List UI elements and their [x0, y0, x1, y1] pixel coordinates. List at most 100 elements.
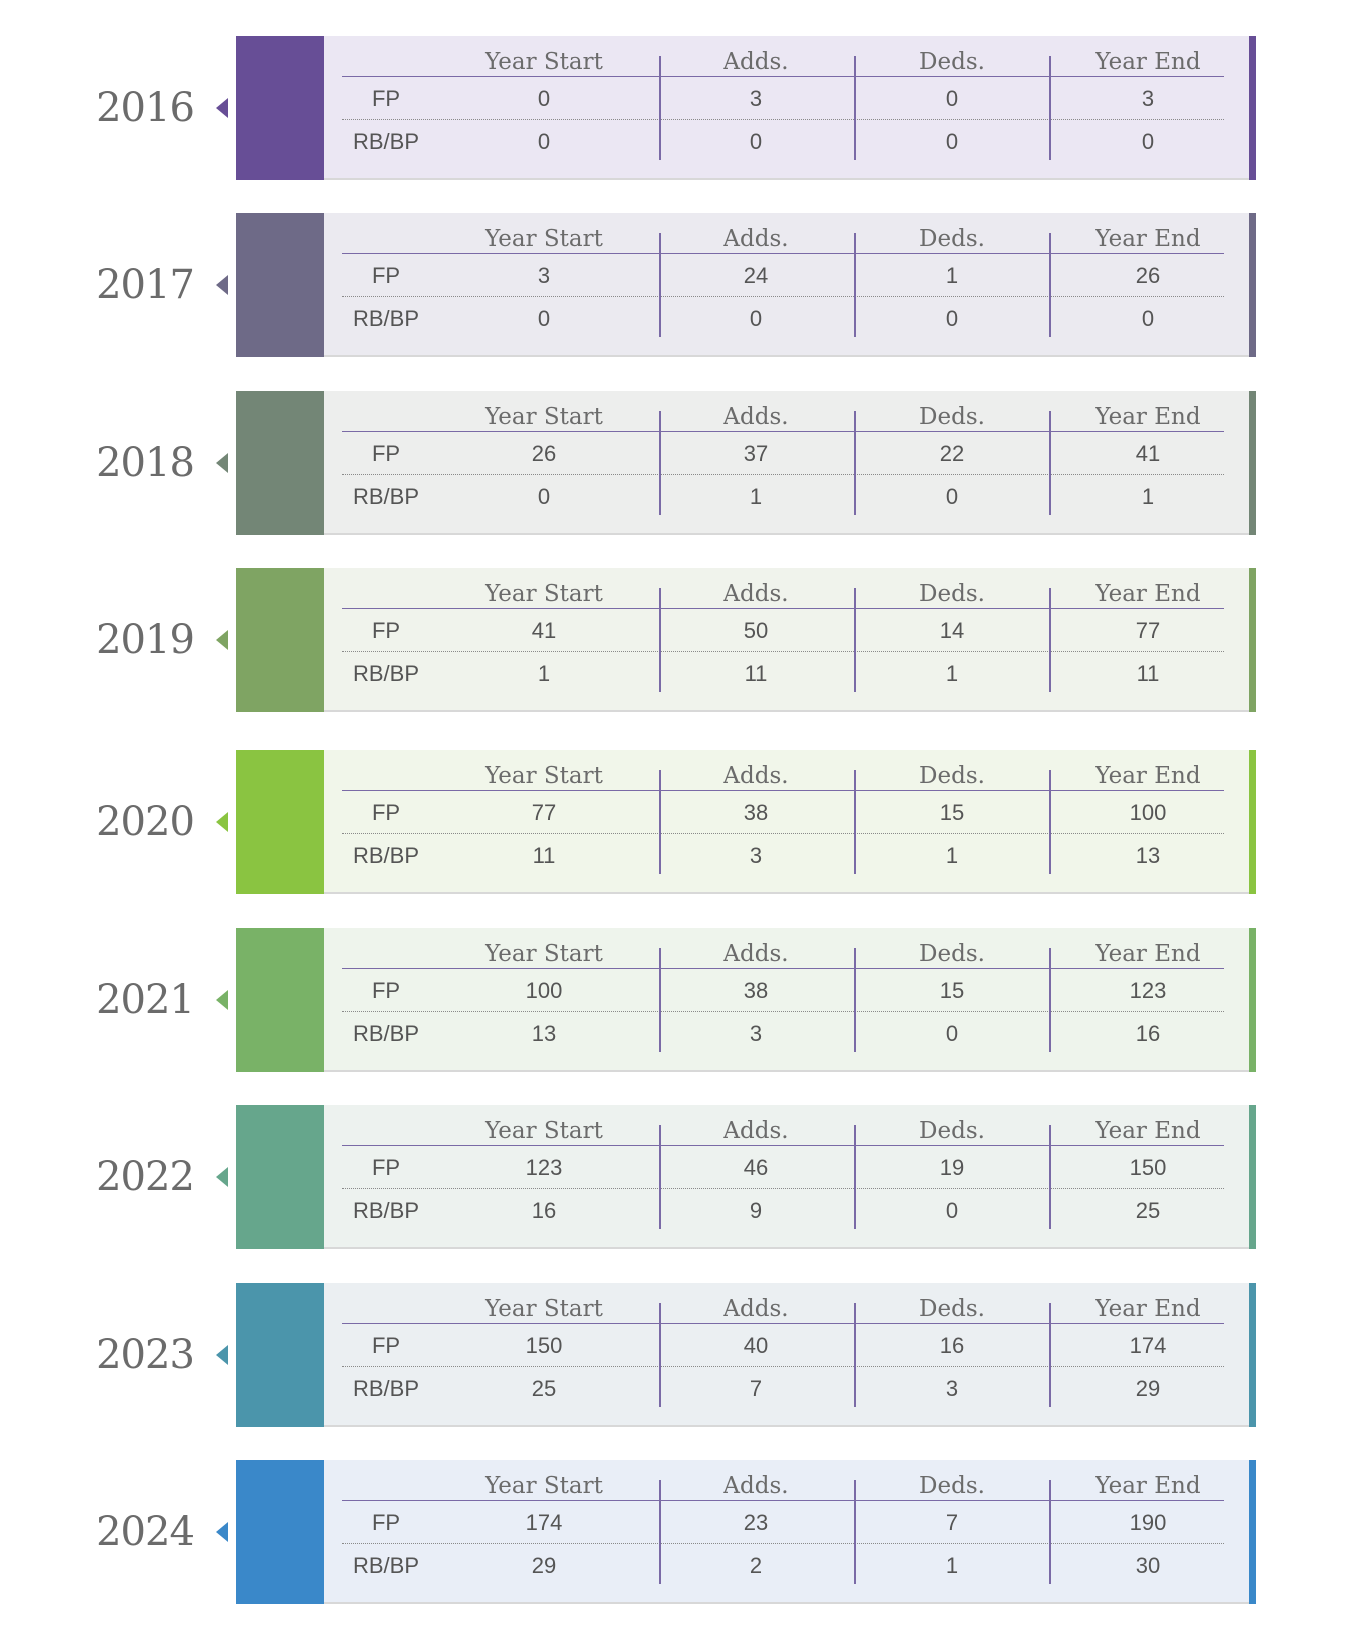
- year-edge-bar: [1249, 1105, 1256, 1249]
- fp-deds: 14: [939, 618, 965, 643]
- row-label-rbbp: RB/BP: [352, 843, 420, 868]
- table-header-row: Year Start Adds. Deds. Year End: [342, 225, 1224, 254]
- header-adds: Adds.: [723, 1296, 789, 1322]
- year-label: 2024: [96, 1509, 195, 1555]
- pointer-arrow-icon: [216, 453, 228, 473]
- rbbp-year-end: 25: [1135, 1198, 1161, 1223]
- header-deds: Deds.: [919, 763, 985, 789]
- year-edge-bar: [1249, 36, 1256, 180]
- table-header-row: Year Start Adds. Deds. Year End: [342, 940, 1224, 969]
- column-divider: [1049, 1480, 1051, 1584]
- fp-adds: 23: [743, 1510, 769, 1535]
- year-edge-bar: [1249, 391, 1256, 535]
- column-divider: [854, 1480, 856, 1584]
- year-block-2019: 2019 Year Start Adds. Deds. Year End FP …: [0, 568, 1365, 712]
- column-divider: [854, 1303, 856, 1407]
- fp-deds: 15: [939, 978, 965, 1003]
- table-header-row: Year Start Adds. Deds. Year End: [342, 48, 1224, 77]
- year-block-2016: 2016 Year Start Adds. Deds. Year End FP …: [0, 36, 1365, 180]
- rbbp-year-end: 13: [1135, 843, 1161, 868]
- fp-year-end: 150: [1129, 1155, 1167, 1180]
- table-row-rbbp: RB/BP 0 1 0 1: [342, 477, 1224, 517]
- rbbp-year-end: 29: [1135, 1376, 1161, 1401]
- year-label: 2016: [96, 85, 195, 131]
- year-label: 2020: [96, 799, 195, 845]
- rbbp-year-start: 13: [531, 1021, 557, 1046]
- fp-year-start: 77: [531, 800, 557, 825]
- header-year-end: Year End: [1095, 763, 1201, 789]
- year-label: 2021: [96, 977, 195, 1023]
- rbbp-deds: 0: [945, 484, 959, 509]
- year-panel: Year Start Adds. Deds. Year End FP 100 3…: [324, 928, 1249, 1072]
- year-color-bar: [236, 568, 324, 712]
- column-divider: [854, 233, 856, 337]
- column-divider: [659, 948, 661, 1052]
- rbbp-year-end: 0: [1141, 306, 1155, 331]
- pointer-arrow-icon: [216, 812, 228, 832]
- header-year-end: Year End: [1095, 49, 1201, 75]
- rbbp-year-end: 1: [1141, 484, 1155, 509]
- header-year-start: Year Start: [485, 1118, 603, 1144]
- rbbp-year-start: 0: [537, 306, 551, 331]
- header-deds: Deds.: [919, 404, 985, 430]
- fp-deds: 16: [939, 1333, 965, 1358]
- header-year-start: Year Start: [485, 763, 603, 789]
- table-row-fp: FP 3 24 1 26: [342, 256, 1224, 297]
- year-block-2021: 2021 Year Start Adds. Deds. Year End FP …: [0, 928, 1365, 1072]
- pointer-arrow-icon: [216, 275, 228, 295]
- fp-adds: 46: [743, 1155, 769, 1180]
- fp-year-end: 123: [1129, 978, 1167, 1003]
- table-row-rbbp: RB/BP 1 11 1 11: [342, 654, 1224, 694]
- fp-adds: 40: [743, 1333, 769, 1358]
- year-table: Year Start Adds. Deds. Year End FP 123 4…: [342, 1105, 1224, 1249]
- header-deds: Deds.: [919, 581, 985, 607]
- fp-adds: 38: [743, 800, 769, 825]
- header-adds: Adds.: [723, 1473, 789, 1499]
- fp-adds: 37: [743, 441, 769, 466]
- rbbp-deds: 0: [945, 306, 959, 331]
- fp-deds: 0: [945, 86, 959, 111]
- fp-year-end: 77: [1135, 618, 1161, 643]
- header-deds: Deds.: [919, 226, 985, 252]
- column-divider: [854, 1125, 856, 1229]
- column-divider: [659, 233, 661, 337]
- row-label-fp: FP: [371, 1155, 401, 1180]
- fp-year-start: 100: [525, 978, 563, 1003]
- fp-year-end: 100: [1129, 800, 1167, 825]
- rbbp-deds: 0: [945, 1198, 959, 1223]
- rbbp-year-start: 25: [531, 1376, 557, 1401]
- table-row-fp: FP 77 38 15 100: [342, 793, 1224, 834]
- year-block-2022: 2022 Year Start Adds. Deds. Year End FP …: [0, 1105, 1365, 1249]
- year-label: 2019: [96, 617, 195, 663]
- pointer-arrow-icon: [216, 630, 228, 650]
- column-divider: [1049, 1303, 1051, 1407]
- year-block-2017: 2017 Year Start Adds. Deds. Year End FP …: [0, 213, 1365, 357]
- year-label: 2023: [96, 1332, 195, 1378]
- fp-deds: 19: [939, 1155, 965, 1180]
- fp-deds: 15: [939, 800, 965, 825]
- table-row-fp: FP 174 23 7 190: [342, 1503, 1224, 1544]
- fp-year-start: 41: [531, 618, 557, 643]
- table-row-fp: FP 123 46 19 150: [342, 1148, 1224, 1189]
- header-adds: Adds.: [723, 581, 789, 607]
- rbbp-adds: 0: [749, 129, 763, 154]
- row-label-rbbp: RB/BP: [352, 1198, 420, 1223]
- rbbp-deds: 3: [945, 1376, 959, 1401]
- rbbp-year-end: 16: [1135, 1021, 1161, 1046]
- rbbp-adds: 0: [749, 306, 763, 331]
- row-label-fp: FP: [371, 1333, 401, 1358]
- column-divider: [854, 948, 856, 1052]
- header-year-end: Year End: [1095, 1296, 1201, 1322]
- column-divider: [1049, 233, 1051, 337]
- table-row-fp: FP 26 37 22 41: [342, 434, 1224, 475]
- header-year-start: Year Start: [485, 941, 603, 967]
- year-edge-bar: [1249, 928, 1256, 1072]
- year-panel: Year Start Adds. Deds. Year End FP 123 4…: [324, 1105, 1249, 1249]
- pointer-arrow-icon: [216, 1522, 228, 1542]
- table-header-row: Year Start Adds. Deds. Year End: [342, 1117, 1224, 1146]
- year-panel: Year Start Adds. Deds. Year End FP 26 37…: [324, 391, 1249, 535]
- rbbp-adds: 3: [749, 843, 763, 868]
- fp-year-start: 26: [531, 441, 557, 466]
- row-label-fp: FP: [371, 86, 401, 111]
- fp-adds: 3: [749, 86, 763, 111]
